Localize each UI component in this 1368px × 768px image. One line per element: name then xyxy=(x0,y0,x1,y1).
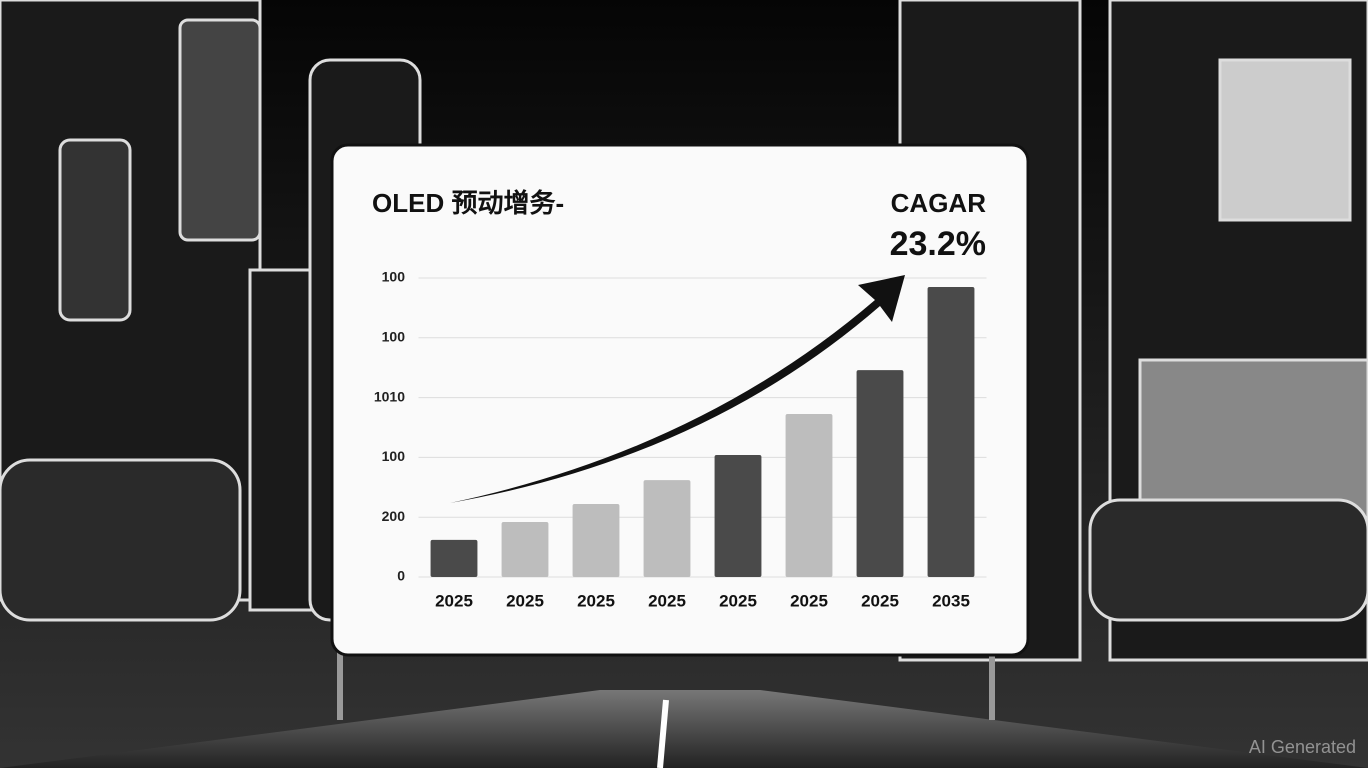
annotation: CAGAR xyxy=(891,188,987,218)
x-tick-label: 2035 xyxy=(932,591,970,610)
plot: 0 200 100 1010 100 100 2025 2025 2025 2025 2025 202… xyxy=(374,269,987,610)
annotation: 23.2% xyxy=(890,225,986,263)
x-tick-label: 2025 xyxy=(790,591,828,610)
bar xyxy=(501,521,549,577)
bar xyxy=(714,455,762,577)
y-tick-label: 100 xyxy=(382,269,406,285)
bar xyxy=(572,504,620,577)
billboard xyxy=(330,143,1030,657)
road-line xyxy=(657,699,669,768)
y-tick-label: 100 xyxy=(382,329,406,345)
bar xyxy=(927,286,975,577)
bar xyxy=(856,370,904,577)
y-tick-label: 100 xyxy=(382,448,406,464)
x-tick-label: 2025 xyxy=(648,591,686,610)
y-tick-label: 200 xyxy=(382,508,406,524)
watermark: AI Generated xyxy=(1249,737,1356,757)
x-tick-label: 2025 xyxy=(435,591,473,610)
bar xyxy=(643,480,691,577)
y-tick-label: 1010 xyxy=(374,388,405,404)
x-tick-label: 2025 xyxy=(719,591,757,610)
bar xyxy=(430,539,478,577)
x-tick-label: 2025 xyxy=(861,591,899,610)
bar xyxy=(785,414,833,577)
chart-title: OLED 预动增务- xyxy=(372,188,564,218)
x-tick-label: 2025 xyxy=(577,591,615,610)
x-tick-label: 2025 xyxy=(506,591,544,610)
y-tick-label: 0 xyxy=(397,568,405,584)
road xyxy=(0,690,1368,768)
